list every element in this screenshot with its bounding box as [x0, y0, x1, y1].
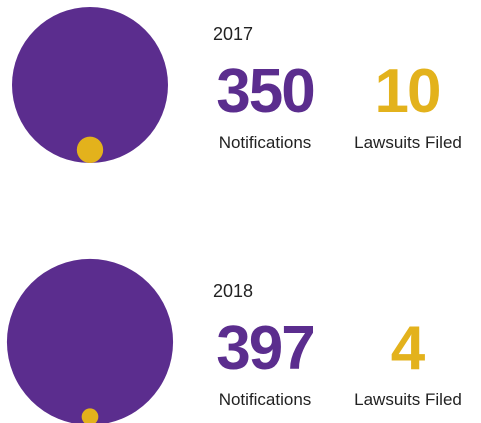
lawsuits-label: Lawsuits Filed	[354, 133, 462, 152]
notifications-count: 397	[216, 314, 313, 383]
lawsuits-count: 4	[391, 314, 426, 383]
lawsuits-bubble	[76, 136, 104, 163]
year: 2017	[213, 24, 253, 44]
notifications-label: Notifications	[219, 390, 312, 409]
notifications-bubble	[6, 258, 174, 423]
year: 2018	[213, 281, 253, 301]
lawsuits-count: 10	[375, 57, 440, 126]
lawsuits-bubble	[81, 408, 99, 423]
notifications-label: Notifications	[219, 133, 312, 152]
lawsuits-label: Lawsuits Filed	[354, 390, 462, 409]
notifications-bubble	[12, 7, 168, 163]
notifications-count: 350	[216, 57, 313, 126]
